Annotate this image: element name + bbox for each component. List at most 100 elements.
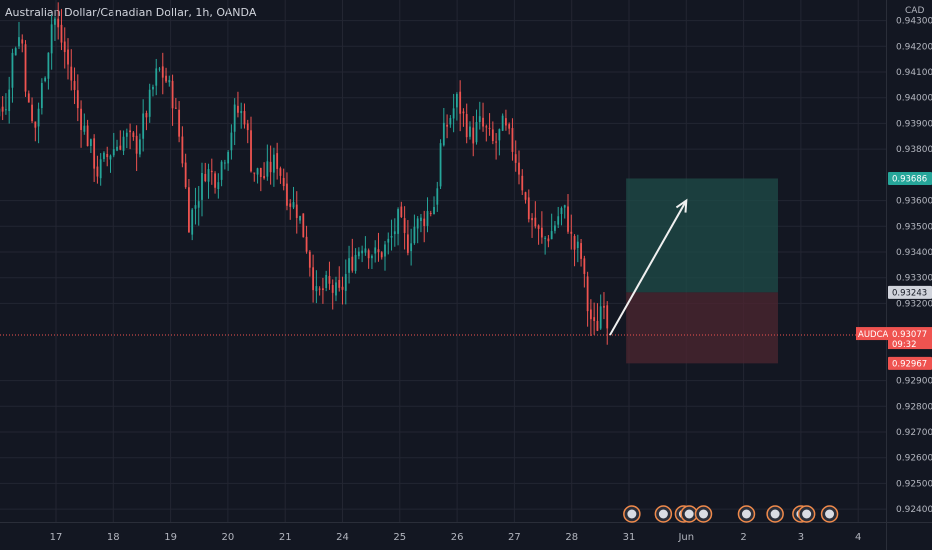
candle-body[interactable] xyxy=(184,162,187,188)
candle-body[interactable] xyxy=(194,205,197,209)
candle-body[interactable] xyxy=(387,238,390,243)
candle-body[interactable] xyxy=(233,104,236,132)
candle-body[interactable] xyxy=(106,153,109,158)
candle-body[interactable] xyxy=(410,243,413,252)
candle-body[interactable] xyxy=(482,117,484,127)
candle-body[interactable] xyxy=(593,317,596,322)
candle-body[interactable] xyxy=(537,225,540,229)
candle-body[interactable] xyxy=(1,106,4,112)
projection-arrow[interactable] xyxy=(609,200,688,336)
candle-body[interactable] xyxy=(485,126,488,128)
candle-body[interactable] xyxy=(331,285,334,293)
candle-body[interactable] xyxy=(292,202,295,208)
candle-body[interactable] xyxy=(400,206,403,218)
candle-body[interactable] xyxy=(455,93,458,108)
candle-body[interactable] xyxy=(567,206,569,232)
candle-body[interactable] xyxy=(217,182,220,190)
candle-body[interactable] xyxy=(586,276,589,312)
candle-body[interactable] xyxy=(109,155,112,160)
candle-body[interactable] xyxy=(377,249,380,253)
candle-body[interactable] xyxy=(295,204,298,218)
candle-body[interactable] xyxy=(8,89,11,112)
candle-body[interactable] xyxy=(27,93,30,103)
candle-body[interactable] xyxy=(531,218,533,221)
candle-body[interactable] xyxy=(40,83,43,109)
candle-body[interactable] xyxy=(322,288,324,290)
candle-body[interactable] xyxy=(116,146,118,151)
candle-body[interactable] xyxy=(547,238,550,242)
candle-body[interactable] xyxy=(54,18,56,25)
candle-body[interactable] xyxy=(335,282,337,296)
candle-body[interactable] xyxy=(465,114,468,138)
candle-body[interactable] xyxy=(384,244,386,257)
candle-body[interactable] xyxy=(259,168,262,177)
candle-body[interactable] xyxy=(197,201,200,208)
candle-body[interactable] xyxy=(256,168,259,175)
candle-body[interactable] xyxy=(527,197,530,220)
candle-body[interactable] xyxy=(495,141,498,143)
candle-body[interactable] xyxy=(145,113,148,118)
candle-body[interactable] xyxy=(305,236,308,252)
candle-body[interactable] xyxy=(60,24,63,43)
candle-body[interactable] xyxy=(491,129,494,142)
candle-body[interactable] xyxy=(139,139,141,155)
candle-body[interactable] xyxy=(596,320,599,331)
candle-body[interactable] xyxy=(446,124,448,127)
candle-body[interactable] xyxy=(416,218,419,229)
candle-body[interactable] xyxy=(606,305,609,329)
candle-body[interactable] xyxy=(86,125,89,147)
candle-body[interactable] xyxy=(554,225,556,231)
candle-body[interactable] xyxy=(348,258,350,273)
candle-body[interactable] xyxy=(521,175,524,191)
candle-body[interactable] xyxy=(168,80,171,83)
candle-body[interactable] xyxy=(439,143,442,187)
candle-body[interactable] xyxy=(240,110,243,114)
candle-body[interactable] xyxy=(24,44,27,92)
candle-body[interactable] xyxy=(50,24,53,54)
candle-body[interactable] xyxy=(436,188,439,205)
candle-body[interactable] xyxy=(341,286,344,290)
candle-body[interactable] xyxy=(142,113,145,139)
candle-body[interactable] xyxy=(420,217,422,221)
candle-body[interactable] xyxy=(557,216,560,225)
candle-body[interactable] xyxy=(390,235,393,238)
candle-body[interactable] xyxy=(89,139,92,147)
candle-body[interactable] xyxy=(478,116,481,123)
candle-body[interactable] xyxy=(14,48,17,56)
candle-body[interactable] xyxy=(214,173,216,188)
candle-body[interactable] xyxy=(475,122,478,143)
candle-body[interactable] xyxy=(573,235,576,250)
candle-body[interactable] xyxy=(201,172,203,200)
candle-body[interactable] xyxy=(312,267,315,291)
candle-body[interactable] xyxy=(354,254,357,271)
candle-body[interactable] xyxy=(63,41,66,53)
candle-body[interactable] xyxy=(171,80,174,109)
candle-body[interactable] xyxy=(181,136,184,164)
candle-body[interactable] xyxy=(204,173,207,182)
candle-body[interactable] xyxy=(207,169,210,182)
candle-body[interactable] xyxy=(250,130,252,172)
candle-body[interactable] xyxy=(511,128,514,152)
candle-body[interactable] xyxy=(524,192,527,200)
candle-body[interactable] xyxy=(560,208,563,215)
candle-body[interactable] xyxy=(393,231,396,235)
candle-body[interactable] xyxy=(18,37,20,47)
candle-body[interactable] xyxy=(272,154,275,173)
candle-body[interactable] xyxy=(563,205,566,208)
candle-body[interactable] xyxy=(57,18,60,28)
loss-zone[interactable] xyxy=(626,292,778,364)
candle-body[interactable] xyxy=(518,162,520,175)
candle-body[interactable] xyxy=(223,162,226,164)
candle-body[interactable] xyxy=(580,243,582,259)
candle-body[interactable] xyxy=(406,234,409,253)
candle-body[interactable] xyxy=(80,108,82,130)
candle-body[interactable] xyxy=(338,279,341,288)
candle-body[interactable] xyxy=(380,252,383,258)
candle-body[interactable] xyxy=(544,237,547,239)
candle-body[interactable] xyxy=(423,218,426,226)
candle-body[interactable] xyxy=(403,218,406,233)
candle-body[interactable] xyxy=(361,250,364,254)
candle-body[interactable] xyxy=(93,138,96,169)
candle-body[interactable] xyxy=(210,170,213,173)
